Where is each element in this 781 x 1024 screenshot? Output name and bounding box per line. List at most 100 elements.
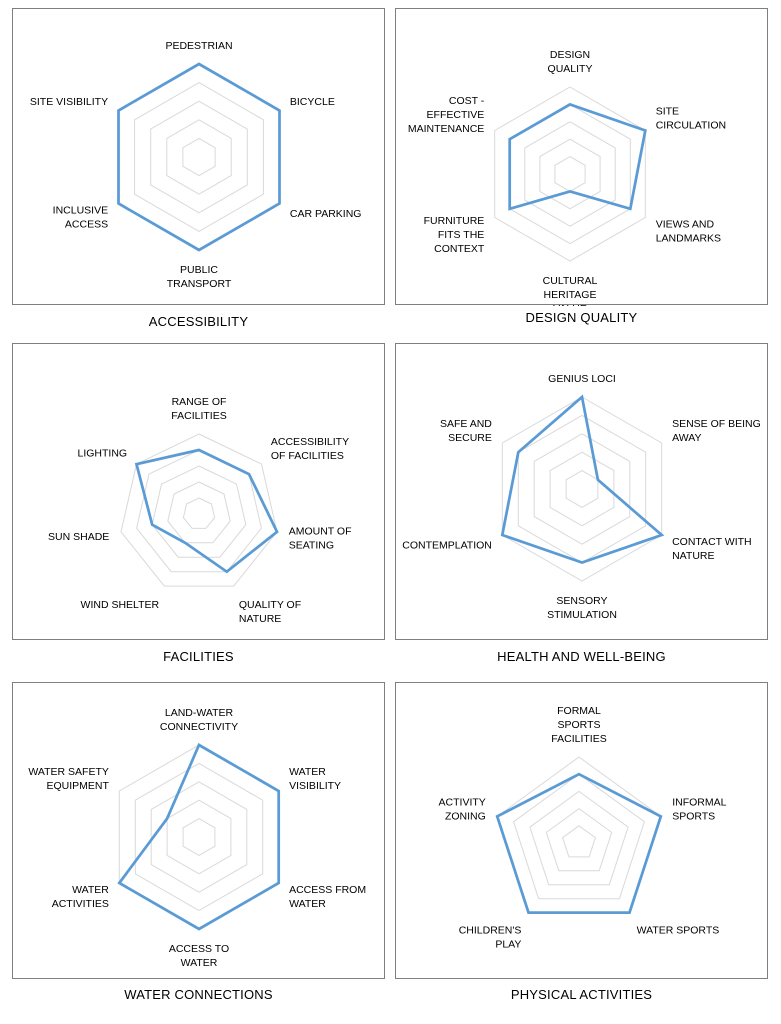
axis-label: VIEWS AND LANDMARKS: [656, 219, 721, 245]
axis-label-line: CONTEXT: [434, 243, 485, 255]
grid-ring: [562, 825, 596, 858]
axis-label-line: LIGHTING: [78, 447, 128, 459]
series-line: [117, 62, 281, 252]
axis-label-line: CULTURAL: [543, 275, 598, 287]
axis-label-line: DESIGN: [550, 49, 590, 61]
grid-ring: [565, 470, 599, 508]
axis-label-line: ACCESS TO: [169, 943, 229, 955]
axis-label-line: LANDMARKS: [656, 233, 721, 245]
grid-ring: [494, 86, 646, 262]
axis-label-line: WATER: [289, 766, 326, 778]
chart-caption: WATER CONNECTIONS: [124, 987, 273, 1002]
axis-label: COST - EFFECTIVE MAINTENANCE: [408, 95, 485, 135]
axis-label-line: FACILITIES: [551, 733, 606, 745]
axis-label-line: ACTIVITIES: [52, 898, 109, 910]
axis-label: GENIUS LOCI: [548, 373, 616, 385]
axis-label-line: QUALITY: [548, 63, 593, 75]
axis-label-line: SAFE AND: [440, 418, 492, 430]
grid-ring: [134, 762, 264, 912]
chart-frame: LAND-WATER CONNECTIVITY WATER VISIBILITY ACC…: [12, 682, 385, 979]
axis-label: SITE VISIBILITY: [30, 96, 108, 108]
axis-label-line: ACCESSIBILITY: [271, 436, 349, 448]
axis-label-line: SECURE: [448, 432, 492, 444]
series-line: [117, 743, 281, 931]
axis-label: SUN SHADE: [48, 531, 109, 543]
axis-label: FURNITURE FITS THE CONTEXT: [424, 215, 485, 255]
radar-chart: DESIGN QUALITY SITE CIRCULATION VIEWS AND LAN…: [408, 49, 726, 306]
grid-ring: [501, 396, 663, 582]
grid-ring: [539, 138, 601, 210]
chart-caption: DESIGN QUALITY: [525, 310, 638, 325]
axis-label-line: INFORMAL: [672, 796, 726, 808]
grid-ring: [166, 119, 232, 195]
chart-caption: PHYSICAL ACTIVITIES: [510, 987, 653, 1002]
grid-ring: [167, 481, 231, 544]
axis-label: WATER ACTIVITIES: [52, 884, 110, 910]
axis-label-line: FACILITIES: [171, 410, 226, 422]
grid-ring: [150, 781, 248, 893]
radar-chart: PEDESTRIAN BICYCLE CAR PARKING PUBLIC TRANSP…: [30, 40, 362, 290]
chart-caption: HEALTH AND WELL-BEING: [497, 649, 666, 664]
grid-ring: [509, 103, 631, 245]
axis-label-line: SUN SHADE: [48, 531, 109, 543]
grid-ring: [533, 433, 631, 545]
axis-label-line: GENIUS LOCI: [548, 373, 616, 385]
axis-label: CAR PARKING: [290, 208, 362, 220]
axis-label-line: SENSE OF BEING: [672, 418, 761, 430]
axis-label-line: MAINTENANCE: [408, 123, 484, 135]
axis-label-line: CONTACT WITH: [672, 536, 752, 548]
axis-label: SENSORY STIMULATION: [547, 595, 617, 621]
axis-label: LIGHTING: [78, 447, 128, 459]
grid-ring: [182, 497, 216, 529]
axis-label-line: STIMULATION: [547, 609, 617, 621]
axis-label: PUBLIC TRANSPORT: [167, 264, 232, 290]
axis-label: SITE CIRCULATION: [656, 106, 726, 132]
axis-label-line: VALUE: [553, 303, 587, 306]
axis-label-line: EFFECTIVE: [427, 109, 485, 121]
grid-ring: [545, 807, 613, 872]
grid-ring: [120, 433, 278, 587]
axis-label: BICYCLE: [290, 96, 335, 108]
axis-label-line: ACCESS FROM: [289, 884, 366, 896]
grid-ring: [524, 121, 616, 227]
chart-frame: FORMAL SPORTS FACILITIES INFORMAL SPORTS WATE…: [395, 682, 768, 979]
chart-frame: GENIUS LOCI SENSE OF BEING AWAY CONTACT WIT…: [395, 343, 768, 640]
series-line: [500, 394, 665, 565]
axis-label: ACCESS TO WATER: [169, 943, 229, 969]
axis-label-line: TRANSPORT: [167, 278, 232, 290]
grid-ring: [134, 82, 264, 232]
chart-frame: PEDESTRIAN BICYCLE CAR PARKING PUBLIC TRANSP…: [12, 8, 385, 305]
grid-ring: [529, 790, 629, 886]
axis-label-line: BICYCLE: [290, 96, 335, 108]
axis-label-line: EQUIPMENT: [46, 780, 109, 792]
grid-ring: [151, 465, 247, 558]
axis-label: RANGE OF FACILITIES: [171, 396, 226, 422]
axis-label-line: FURNITURE: [424, 215, 485, 227]
series-line: [508, 102, 647, 211]
series-line: [495, 772, 663, 914]
grid-ring: [118, 744, 280, 930]
radar-chart: LAND-WATER CONNECTIVITY WATER VISIBILITY ACC…: [28, 707, 366, 969]
axis-label-line: CAR PARKING: [290, 208, 362, 220]
axis-label: WIND SHELTER: [81, 599, 160, 611]
radar-chart: RANGE OF FACILITIES ACCESSIBILITY OF FACILI…: [48, 396, 352, 625]
axis-label-line: VISIBILITY: [289, 780, 341, 792]
axis-label-line: INCLUSIVE: [53, 205, 108, 217]
axis-label-line: AWAY: [672, 432, 701, 444]
grid-ring: [554, 156, 586, 192]
axis-label: ACTIVITY ZONING: [439, 796, 486, 822]
axis-label: ACCESS FROM WATER: [289, 884, 366, 910]
axis-label-line: COST -: [449, 95, 485, 107]
axis-label: SENSE OF BEING AWAY: [672, 418, 761, 444]
axis-label-line: FITS THE: [438, 229, 484, 241]
axis-label: LAND-WATER CONNECTIVITY: [160, 707, 238, 733]
chart-frame: RANGE OF FACILITIES ACCESSIBILITY OF FACILI…: [12, 343, 385, 640]
chart-caption: FACILITIES: [163, 649, 234, 664]
axis-label-line: SITE: [656, 106, 679, 118]
axis-label-line: PLAY: [495, 938, 521, 950]
grid-ring: [136, 449, 262, 573]
axis-label-line: AMOUNT OF: [289, 526, 352, 538]
axis-label-line: CONTEMPLATION: [402, 540, 492, 552]
axis-label-line: PUBLIC: [180, 264, 218, 276]
radar-chart: FORMAL SPORTS FACILITIES INFORMAL SPORTS WATE…: [439, 705, 727, 950]
